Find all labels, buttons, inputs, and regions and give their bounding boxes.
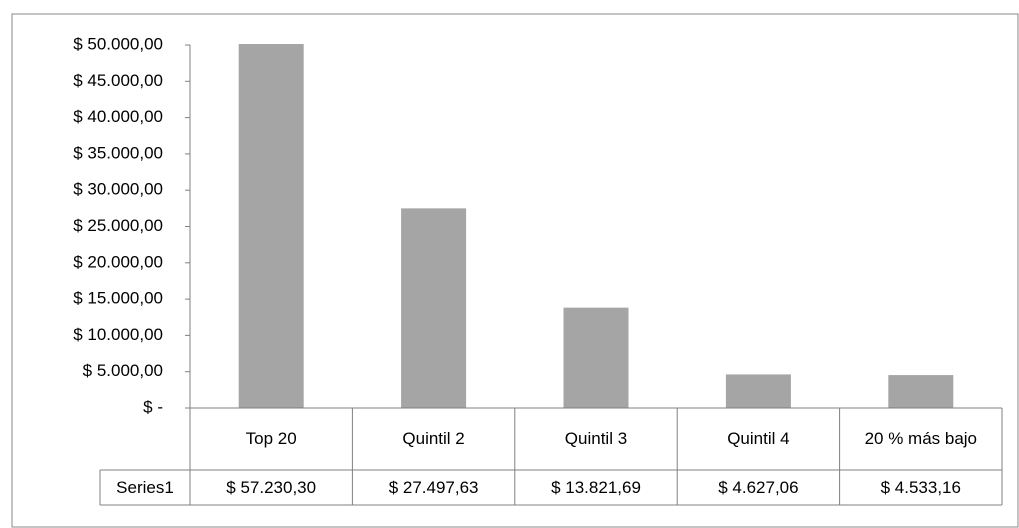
value-label: $ 4.627,06 <box>718 478 798 497</box>
category-cell: Top 20 <box>245 428 297 448</box>
value-label: $ 27.497,63 <box>389 478 479 497</box>
y-tick-label: $ 35.000,00 <box>73 143 163 162</box>
category-cell: Quintil 3 <box>564 428 628 448</box>
bar <box>725 374 791 408</box>
y-tick-label: $ 20.000,00 <box>73 252 163 271</box>
value-label: $ 13.821,69 <box>551 478 641 497</box>
x-tick-label: 20 % más bajo <box>864 428 978 448</box>
category-cell: 20 % más bajo <box>864 428 978 448</box>
y-tick-label: $ 50.000,00 <box>73 34 163 53</box>
x-tick-label: Top 20 <box>245 428 297 448</box>
y-tick-label: $ 45.000,00 <box>73 71 163 90</box>
x-tick-label: Quintil 4 <box>727 428 790 448</box>
x-tick-label: Quintil 3 <box>564 428 628 448</box>
category-cell: Quintil 4 <box>727 428 790 448</box>
x-tick-label: Quintil 2 <box>402 428 465 448</box>
y-tick-label: $ 5.000,00 <box>83 361 163 380</box>
bar <box>401 208 467 408</box>
value-label: $ 57.230,30 <box>226 478 316 497</box>
y-tick-label: $ 40.000,00 <box>73 107 163 126</box>
y-tick-label: $ 10.000,00 <box>73 325 163 344</box>
category-cell: Quintil 2 <box>402 428 465 448</box>
y-tick-label: $ 25.000,00 <box>73 216 163 235</box>
plot-area <box>238 44 954 408</box>
y-tick-label: $ 30.000,00 <box>73 180 163 199</box>
bar <box>563 307 629 408</box>
value-label: $ 4.533,16 <box>881 478 961 497</box>
bar <box>888 375 954 408</box>
y-tick-label: $ - <box>143 397 163 416</box>
y-tick-label: $ 15.000,00 <box>73 289 163 308</box>
bar <box>238 44 304 408</box>
legend-label: Series1 <box>116 478 174 497</box>
